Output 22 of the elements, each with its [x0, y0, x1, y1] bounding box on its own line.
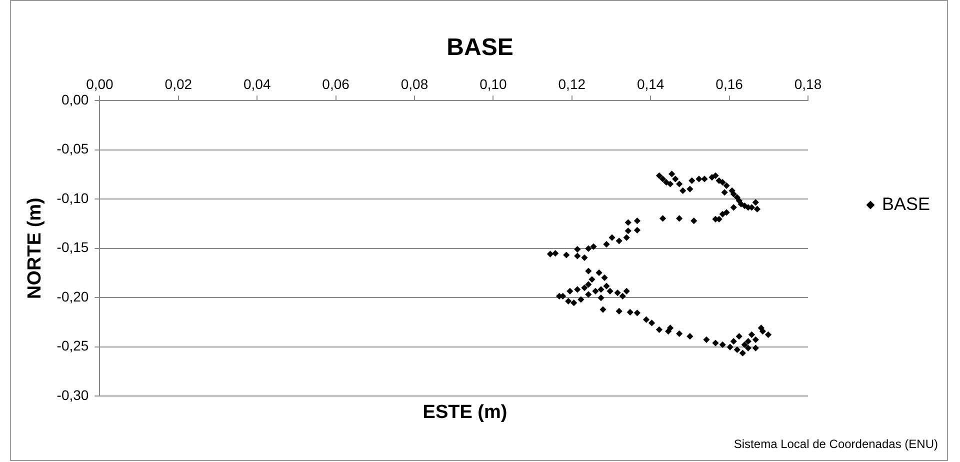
x-tick-label: 0,08	[400, 76, 428, 92]
text: Sistema Local de Coordenadas (ENU)	[734, 437, 938, 451]
y-tick-label: -0,20	[56, 288, 89, 304]
y-axis-title: NORTE (m)	[24, 198, 46, 299]
x-tick-label: 0,04	[243, 76, 271, 92]
y-tick-label: -0,15	[56, 239, 89, 256]
y-tick-label: -0,30	[56, 386, 89, 403]
x-axis-title: ESTE (m)	[422, 402, 508, 424]
y-tick-label: -0,25	[56, 338, 89, 354]
x-tick-label: 0,06	[322, 76, 350, 92]
y-tick-label: -0,10	[56, 190, 89, 206]
y-tick-label: -0,05	[56, 140, 89, 157]
x-tick-label: 0,18	[794, 76, 822, 92]
x-tick-label: 0,14	[636, 76, 664, 92]
x-tick-label: 0,12	[558, 76, 586, 92]
x-tick-label: 0,10	[480, 76, 508, 92]
legend-label: BASE	[882, 194, 930, 214]
chart-title: BASE	[446, 34, 514, 62]
x-tick-label: 0,02	[164, 76, 192, 92]
x-tick-label: 0,16	[716, 76, 744, 92]
y-tick-label: 0,00	[61, 91, 89, 108]
x-tick-label: 0,00	[86, 76, 114, 92]
